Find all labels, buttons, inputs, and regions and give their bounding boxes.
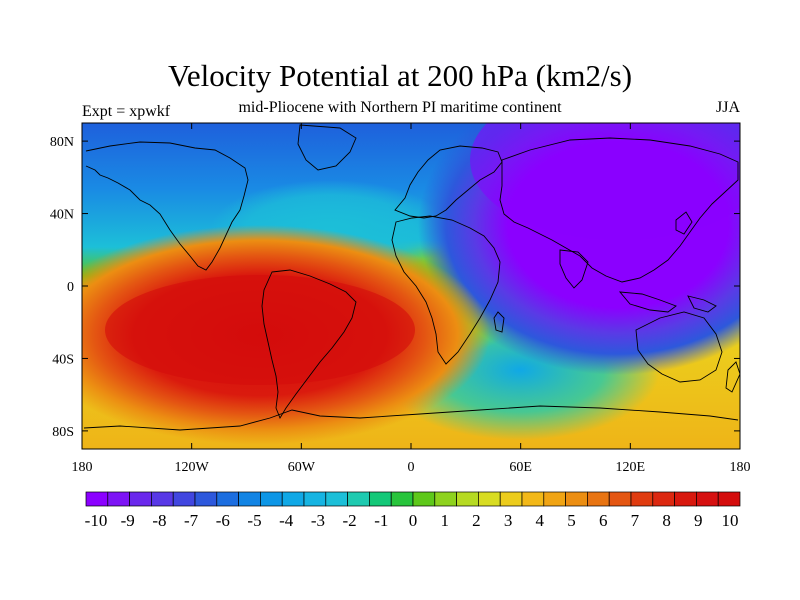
colorbar-swatch <box>151 491 174 507</box>
y-axis: 80N 40N 0 40S 80S <box>50 135 740 440</box>
season-label: JJA <box>715 99 740 116</box>
colorbar-swatch <box>281 491 305 507</box>
colorbar-label: -10 <box>85 511 108 530</box>
colorbar-label: 1 <box>440 511 449 530</box>
coastline-south-america <box>261 269 357 420</box>
colorbar-swatch <box>608 491 632 507</box>
colorbar-swatch <box>565 491 588 507</box>
x-tick-label: 180 <box>730 460 751 475</box>
colorbar-swatch <box>674 491 697 507</box>
colorbar-swatch <box>630 491 654 507</box>
subtitle: mid-Pliocene with Northern PI maritime c… <box>238 99 562 116</box>
coastline-africa <box>391 215 501 365</box>
colorbar-swatch <box>238 491 261 507</box>
colorbar-swatch <box>390 491 414 507</box>
x-tick-label: 0 <box>408 460 415 475</box>
coastline-antarctica <box>83 405 739 431</box>
colorbar-label: 2 <box>472 511 481 530</box>
colorbar-label: 6 <box>599 511 608 530</box>
colorbar-label: 3 <box>504 511 513 530</box>
colorbar: -10 -9 -8 -7 -6 -5 -4 -3 -2 -1 0 1 2 3 4 5 6 7 8 9 10 <box>85 491 741 530</box>
colorbar-label: 9 <box>694 511 703 530</box>
coastline-new-guinea <box>687 295 717 313</box>
y-tick-label: 40S <box>52 352 74 367</box>
colorbar-label: 7 <box>631 511 640 530</box>
colorbar-swatch <box>499 491 523 507</box>
coastline-north-america <box>85 141 249 271</box>
colorbar-label: 5 <box>567 511 576 530</box>
colorbar-swatch <box>325 491 348 507</box>
colorbar-label: 10 <box>722 511 739 530</box>
colorbar-swatch <box>303 491 327 507</box>
colorbar-label: 4 <box>536 511 545 530</box>
colorbar-label: 0 <box>409 511 418 530</box>
coastline-indonesia <box>618 291 677 313</box>
y-tick-label: 0 <box>67 280 74 295</box>
y-tick-label: 40N <box>50 208 74 223</box>
y-tick-label: 80N <box>50 135 74 150</box>
x-tick-label: 120W <box>175 460 210 475</box>
colorbar-swatch <box>456 491 479 507</box>
coastline-india <box>559 249 589 289</box>
colorbar-swatch <box>543 491 566 507</box>
colorbar-swatch <box>347 491 370 507</box>
coastline-asia <box>499 137 739 283</box>
y-tick-label: 80S <box>52 425 74 440</box>
x-axis: 180 120W 60W 0 60E 120E 180 <box>72 123 751 475</box>
colorbar-swatch <box>412 491 436 507</box>
colorbar-swatch <box>717 491 741 507</box>
colorbar-label: -5 <box>247 511 261 530</box>
colorbar-swatch <box>434 491 457 507</box>
experiment-label: Expt = xpwkf <box>82 103 171 120</box>
x-tick-label: 120E <box>616 460 646 475</box>
x-tick-label: 60E <box>509 460 532 475</box>
colorbar-swatch <box>107 491 130 507</box>
colorbar-swatch <box>521 491 545 507</box>
x-tick-label: 60W <box>288 460 316 475</box>
colorbar-label: -8 <box>152 511 166 530</box>
colorbar-swatch <box>369 491 392 507</box>
colorbar-label: -2 <box>343 511 357 530</box>
minimum-core-north <box>470 123 740 240</box>
colorbar-label: 8 <box>662 511 671 530</box>
coastline-australia <box>635 311 723 383</box>
coastlines <box>83 124 740 431</box>
colorbar-label: -7 <box>184 511 199 530</box>
contour-field <box>82 123 740 449</box>
coastline-madagascar <box>493 311 505 333</box>
x-tick-label: 180 <box>72 460 93 475</box>
colorbar-swatch <box>85 491 109 507</box>
colorbar-swatch <box>478 491 501 507</box>
colorbar-swatch <box>129 491 152 507</box>
colorbar-swatch <box>260 491 283 507</box>
colorbar-label: -3 <box>311 511 325 530</box>
coastline-new-zealand <box>725 361 740 393</box>
colorbar-label: -9 <box>121 511 135 530</box>
colorbar-swatch <box>194 491 218 507</box>
colorbar-swatch <box>587 491 610 507</box>
coastline-japan <box>675 211 693 235</box>
colorbar-swatch <box>216 491 239 507</box>
colorbar-label: -4 <box>279 511 294 530</box>
colorbar-swatch <box>696 491 719 507</box>
plot-title: Velocity Potential at 200 hPa (km2/s) <box>167 58 633 93</box>
colorbar-label: -1 <box>374 511 388 530</box>
maximum-core <box>105 275 415 385</box>
colorbar-swatch <box>652 491 675 507</box>
colorbar-label: -6 <box>216 511 230 530</box>
colorbar-swatch <box>172 491 196 507</box>
coastline-greenland <box>297 124 357 171</box>
